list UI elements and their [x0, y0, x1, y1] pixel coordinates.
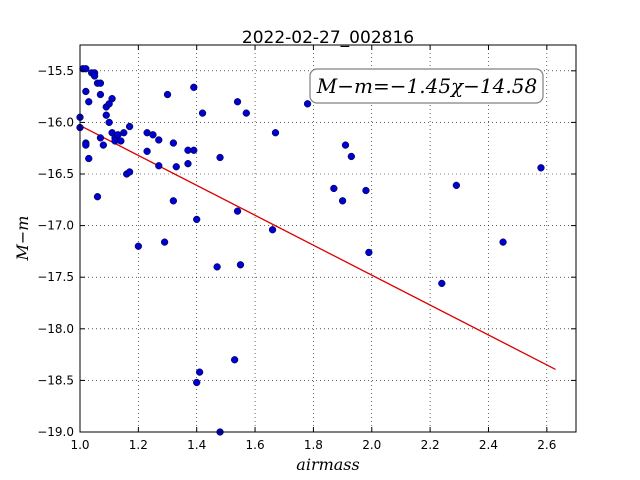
data-point	[102, 111, 110, 119]
data-point	[96, 79, 105, 87]
x-tick-label: 1.0	[70, 438, 89, 452]
data-point	[93, 193, 102, 201]
chart-title: 2022-02-27_002816	[242, 28, 414, 48]
data-point	[169, 139, 178, 147]
x-tick-label: 1.8	[304, 438, 323, 452]
data-points	[76, 65, 545, 436]
data-point	[330, 184, 338, 193]
data-point	[365, 248, 373, 257]
data-point	[303, 100, 312, 108]
data-point	[184, 160, 192, 168]
x-tick-label: 2.4	[479, 438, 498, 452]
data-point	[338, 197, 347, 205]
x-axis-label: airmass	[296, 455, 359, 474]
x-tick-label: 2.6	[537, 438, 556, 452]
data-point	[233, 98, 242, 106]
data-point	[82, 87, 90, 96]
data-point	[193, 378, 201, 387]
axis-ticks: 1.0 1.2 1.4 1.6 1.8 2.0 2.2 2.4 2.6 −15.5 −16.0 −16…	[37, 45, 576, 452]
annotation-text: M−m=−1.45χ−14.58	[316, 74, 537, 98]
data-point	[537, 164, 545, 172]
data-point	[438, 279, 446, 288]
data-point	[99, 141, 107, 149]
data-point	[198, 109, 207, 117]
fit-annotation: M−m=−1.45χ−14.58	[309, 68, 544, 104]
data-point	[85, 98, 93, 106]
data-point	[341, 141, 350, 149]
data-point	[190, 146, 198, 154]
data-point	[120, 129, 128, 137]
data-point	[163, 90, 172, 99]
data-point	[143, 147, 151, 155]
data-point	[213, 263, 221, 271]
y-tick-label: −17.0	[37, 219, 74, 233]
data-point	[193, 215, 201, 224]
y-tick-label: −15.5	[37, 64, 74, 78]
plot-frame	[79, 44, 577, 433]
data-point	[190, 83, 198, 91]
data-point	[347, 152, 355, 161]
data-point	[233, 207, 242, 215]
data-point	[149, 131, 157, 139]
y-axis-label: M−m	[13, 216, 32, 262]
data-point	[105, 118, 113, 127]
data-point	[108, 95, 116, 103]
data-point	[96, 134, 105, 142]
data-point	[236, 261, 245, 269]
data-point	[499, 238, 507, 246]
y-tick-label: −17.5	[37, 270, 74, 284]
data-point	[125, 168, 134, 176]
data-point	[216, 153, 224, 162]
y-tick-label: −18.5	[37, 373, 74, 387]
data-point	[125, 122, 134, 131]
y-tick-label: −19.0	[37, 425, 74, 439]
data-point	[230, 356, 239, 364]
data-point	[169, 197, 178, 205]
data-point	[134, 242, 143, 250]
x-tick-label: 2.2	[421, 438, 440, 452]
data-point	[82, 141, 90, 149]
data-point	[362, 186, 370, 195]
annotation-box	[309, 68, 544, 104]
data-point	[90, 72, 99, 80]
data-point	[96, 90, 105, 99]
data-point	[155, 162, 163, 170]
y-tick-label: −18.0	[37, 322, 74, 336]
data-point	[155, 136, 163, 144]
x-tick-label: 1.4	[187, 438, 206, 452]
x-tick-label: 1.6	[246, 438, 265, 452]
data-point	[271, 129, 280, 137]
data-point	[160, 238, 169, 246]
data-point	[172, 163, 180, 171]
x-tick-label: 2.0	[362, 438, 381, 452]
y-tick-label: −16.0	[37, 115, 74, 129]
data-point	[242, 109, 250, 117]
data-point	[268, 226, 277, 234]
y-tick-label: −16.5	[37, 167, 74, 181]
data-point	[85, 154, 93, 163]
data-point	[117, 137, 125, 145]
data-point	[195, 368, 204, 376]
data-point	[452, 181, 461, 190]
x-tick-label: 1.2	[129, 438, 148, 452]
